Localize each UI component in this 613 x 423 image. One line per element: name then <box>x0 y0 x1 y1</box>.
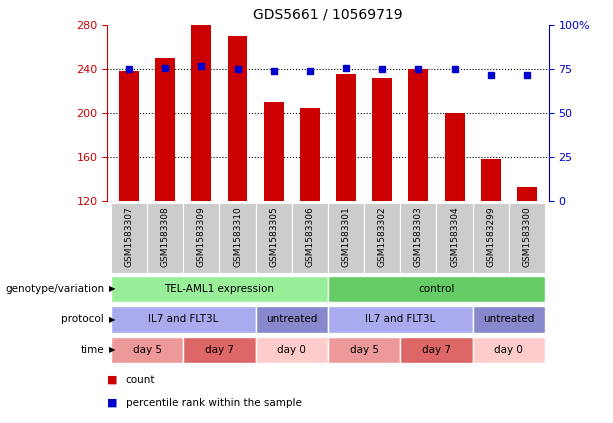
Bar <box>473 337 545 363</box>
Bar <box>336 74 356 201</box>
Text: GSM1583305: GSM1583305 <box>269 206 278 267</box>
Bar <box>111 306 256 332</box>
Bar <box>119 71 139 201</box>
Text: ▶: ▶ <box>109 284 116 294</box>
Bar <box>517 187 537 201</box>
Text: GSM1583303: GSM1583303 <box>414 206 423 267</box>
Text: day 0: day 0 <box>277 345 306 355</box>
Text: untreated: untreated <box>483 314 535 324</box>
Text: ▶: ▶ <box>109 345 116 354</box>
Bar <box>408 69 428 201</box>
Bar <box>111 276 328 302</box>
Text: GSM1583308: GSM1583308 <box>161 206 170 267</box>
Text: GSM1583307: GSM1583307 <box>124 206 134 267</box>
Bar <box>219 203 256 273</box>
Text: day 7: day 7 <box>205 345 234 355</box>
Bar <box>444 113 465 201</box>
Bar <box>191 25 211 201</box>
Text: GSM1583301: GSM1583301 <box>341 206 351 267</box>
Bar <box>111 337 183 363</box>
Text: day 0: day 0 <box>495 345 524 355</box>
Text: control: control <box>418 284 455 294</box>
Bar <box>183 203 219 273</box>
Text: IL7 and FLT3L: IL7 and FLT3L <box>365 314 435 324</box>
Text: genotype/variation: genotype/variation <box>5 284 104 294</box>
Text: GSM1583299: GSM1583299 <box>486 206 495 267</box>
Bar <box>509 203 545 273</box>
Text: GSM1583304: GSM1583304 <box>450 206 459 267</box>
Bar <box>328 306 473 332</box>
Text: GSM1583309: GSM1583309 <box>197 206 206 267</box>
Bar <box>292 203 328 273</box>
Bar <box>328 203 364 273</box>
Bar <box>473 306 545 332</box>
Text: count: count <box>126 375 155 385</box>
Bar <box>256 306 328 332</box>
Bar <box>400 203 436 273</box>
Bar <box>300 108 320 201</box>
Text: ■: ■ <box>107 375 118 385</box>
Text: IL7 and FLT3L: IL7 and FLT3L <box>148 314 218 324</box>
Text: ▶: ▶ <box>109 315 116 324</box>
Text: untreated: untreated <box>266 314 318 324</box>
Text: GSM1583300: GSM1583300 <box>522 206 531 267</box>
Text: percentile rank within the sample: percentile rank within the sample <box>126 398 302 408</box>
Text: protocol: protocol <box>61 314 104 324</box>
Text: TEL-AML1 expression: TEL-AML1 expression <box>164 284 275 294</box>
Text: GSM1583306: GSM1583306 <box>305 206 314 267</box>
Bar <box>256 337 328 363</box>
Bar <box>372 78 392 201</box>
Bar <box>364 203 400 273</box>
Bar <box>436 203 473 273</box>
Title: GDS5661 / 10569719: GDS5661 / 10569719 <box>253 8 403 22</box>
Bar <box>328 337 400 363</box>
Text: day 5: day 5 <box>132 345 162 355</box>
Bar <box>473 203 509 273</box>
Bar <box>155 58 175 201</box>
Bar <box>400 337 473 363</box>
Bar <box>264 102 284 201</box>
Bar <box>481 159 501 201</box>
Bar <box>183 337 256 363</box>
Bar <box>147 203 183 273</box>
Text: GSM1583310: GSM1583310 <box>233 206 242 267</box>
Bar <box>328 276 545 302</box>
Bar <box>256 203 292 273</box>
Bar <box>227 36 248 201</box>
Text: ■: ■ <box>107 398 118 408</box>
Text: day 5: day 5 <box>349 345 379 355</box>
Text: time: time <box>80 345 104 355</box>
Text: day 7: day 7 <box>422 345 451 355</box>
Bar <box>111 203 147 273</box>
Text: GSM1583302: GSM1583302 <box>378 206 387 267</box>
